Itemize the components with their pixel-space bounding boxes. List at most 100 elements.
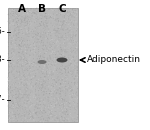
Point	[16, 39, 19, 41]
Point	[36, 24, 38, 26]
Point	[7, 113, 10, 115]
Point	[16, 26, 19, 28]
Point	[13, 51, 15, 53]
Point	[7, 21, 9, 23]
Point	[67, 104, 69, 106]
Point	[56, 56, 58, 58]
Point	[65, 51, 67, 53]
Point	[53, 86, 55, 88]
Point	[35, 94, 38, 96]
Point	[31, 22, 34, 24]
Point	[77, 75, 79, 77]
Point	[48, 14, 50, 17]
Point	[27, 60, 30, 62]
Point	[63, 120, 65, 122]
Point	[51, 116, 53, 118]
Point	[71, 64, 73, 66]
Point	[21, 30, 23, 32]
Point	[51, 106, 53, 109]
Point	[72, 116, 74, 118]
Point	[17, 74, 20, 76]
Point	[15, 98, 17, 100]
Point	[26, 76, 28, 78]
Point	[62, 79, 64, 81]
Point	[19, 28, 21, 30]
Point	[36, 114, 38, 116]
Point	[71, 10, 73, 12]
Point	[28, 105, 31, 107]
Point	[69, 18, 71, 20]
Point	[33, 15, 35, 17]
Point	[49, 32, 51, 34]
Point	[75, 72, 77, 74]
Point	[30, 17, 32, 19]
Point	[65, 98, 68, 100]
Point	[15, 84, 17, 86]
Point	[14, 88, 16, 90]
Point	[7, 53, 9, 55]
Point	[16, 107, 18, 109]
Point	[45, 36, 47, 38]
Point	[39, 105, 41, 108]
Point	[17, 28, 19, 30]
Point	[52, 70, 55, 72]
Point	[24, 88, 26, 90]
Point	[36, 116, 38, 118]
Point	[42, 54, 44, 56]
Point	[21, 118, 24, 120]
Point	[66, 57, 68, 59]
Point	[8, 70, 11, 72]
Point	[60, 43, 62, 45]
Point	[66, 31, 69, 33]
Point	[22, 108, 25, 110]
Point	[28, 84, 30, 86]
Point	[25, 101, 27, 103]
Point	[67, 106, 69, 108]
Point	[64, 68, 66, 70]
Point	[54, 105, 56, 107]
Point	[44, 111, 47, 113]
Point	[28, 72, 30, 74]
Point	[21, 92, 23, 95]
Point	[76, 105, 79, 107]
Point	[54, 8, 56, 10]
Point	[13, 11, 15, 13]
Point	[23, 27, 25, 29]
Point	[73, 116, 76, 118]
Point	[67, 102, 69, 104]
Point	[36, 103, 38, 105]
Point	[27, 17, 29, 19]
Point	[66, 102, 68, 104]
Point	[76, 65, 78, 67]
Point	[58, 32, 60, 35]
Point	[67, 18, 70, 20]
Point	[8, 32, 11, 34]
Point	[37, 89, 40, 92]
Point	[53, 22, 55, 24]
Point	[13, 66, 15, 68]
Point	[24, 64, 27, 66]
Point	[12, 70, 14, 72]
Point	[76, 15, 79, 17]
Point	[45, 45, 47, 47]
Point	[70, 20, 73, 22]
Point	[9, 119, 11, 121]
Point	[17, 50, 19, 53]
Point	[60, 52, 63, 54]
Point	[15, 34, 17, 36]
Point	[48, 22, 51, 24]
Point	[42, 112, 44, 114]
Point	[31, 81, 33, 83]
Point	[64, 85, 67, 87]
Point	[21, 24, 24, 26]
Point	[31, 86, 33, 88]
Point	[59, 30, 61, 32]
Point	[58, 117, 60, 119]
Point	[60, 51, 62, 53]
Point	[52, 98, 55, 100]
Point	[25, 88, 28, 90]
Point	[17, 16, 20, 18]
Point	[21, 67, 23, 69]
Point	[14, 33, 16, 35]
Point	[64, 36, 66, 38]
